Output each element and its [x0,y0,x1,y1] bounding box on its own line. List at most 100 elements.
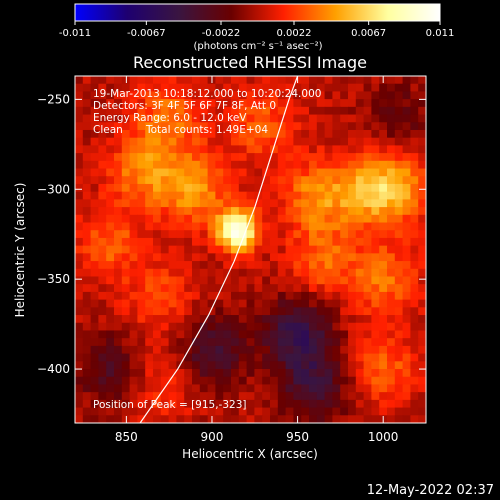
heatmap-cell [176,199,185,208]
heatmap-cell [238,253,248,262]
heatmap-cell [332,299,341,308]
heatmap-cell [363,245,372,254]
heatmap-cell [293,291,302,301]
heatmap-cell [215,338,224,347]
heatmap-cell [262,261,271,270]
heatmap-cell [387,322,396,332]
heatmap-cell [160,191,170,200]
heatmap-cell [129,384,138,393]
heatmap-cell [184,369,193,378]
heatmap-cell [231,261,240,270]
heatmap-cell [371,160,380,170]
heatmap-cell [418,245,426,254]
heatmap-cell [82,106,92,116]
heatmap-cell [184,245,193,254]
heatmap-cell [410,160,419,170]
heatmap-cell [137,361,146,370]
heatmap-cell [153,114,162,123]
heatmap-cell [121,83,131,93]
heatmap-cell [129,153,138,162]
heatmap-cell [137,261,146,270]
heatmap-cell [340,106,349,116]
heatmap-cell [379,176,388,185]
heatmap-cell [270,145,279,154]
heatmap-cell [277,91,287,100]
heatmap-cell [410,261,419,270]
heatmap-cell [301,114,310,123]
heatmap-cell [387,307,396,316]
heatmap-cell [316,222,326,231]
heatmap-cell [246,230,255,239]
heatmap-cell [340,153,349,162]
heatmap-cell [231,91,240,100]
heatmap-cell [82,199,92,208]
heatmap-cell [254,199,263,208]
heatmap-cell [192,199,201,208]
heatmap-cell [379,407,388,416]
heatmap-cell [394,137,404,146]
heatmap-cell [324,276,333,285]
heatmap-cell [355,114,365,123]
heatmap-cell [223,361,232,370]
heatmap-cell [231,176,240,185]
heatmap-cell [387,214,396,224]
heatmap-cell [98,99,107,108]
heatmap-cell [114,207,123,216]
heatmap-cell [160,261,170,270]
heatmap-cell [316,361,326,370]
heatmap-cell [340,399,349,409]
heatmap-cell [199,122,209,131]
heatmap-cell [262,253,271,262]
heatmap-cell [168,353,177,362]
heatmap-cell [348,76,357,85]
heatmap-cell [348,168,357,177]
heatmap-cell [285,168,294,177]
heatmap-cell [129,145,138,154]
heatmap-cell [207,191,216,200]
heatmap-cell [309,399,318,409]
heatmap-cell [192,129,201,139]
heatmap-cell [293,261,302,270]
heatmap-cell [348,392,357,401]
heatmap-cell [231,399,240,409]
heatmap-cell [98,207,107,216]
heatmap-cell [231,376,240,386]
heatmap-cell [98,384,107,393]
heatmap-cell [418,160,426,170]
heatmap-cell [129,330,138,339]
heatmap-cell [293,245,302,254]
heatmap-cell [387,168,396,177]
heatmap-cell [121,137,131,146]
heatmap-cell [129,76,138,85]
heatmap-cell [402,369,411,378]
heatmap-cell [199,322,209,332]
heatmap-cell [394,91,404,100]
heatmap-cell [231,76,240,85]
heatmap-cell [82,284,92,293]
heatmap-cell [238,153,248,162]
heatmap-cell [176,237,185,247]
heatmap-cell [402,284,411,293]
heatmap-cell [207,291,216,301]
heatmap-cell [348,83,357,93]
heatmap-cell [324,222,333,231]
heatmap-cell [121,199,131,208]
heatmap-cell [410,415,419,423]
heatmap-cell [98,276,107,285]
heatmap-cell [277,276,287,285]
heatmap-cell [285,261,294,270]
heatmap-cell [114,214,123,224]
heatmap-cell [137,315,146,324]
heatmap-cell [293,153,302,162]
heatmap-cell [371,322,380,332]
heatmap-cell [387,83,396,93]
heatmap-cell [301,237,310,247]
heatmap-cell [363,76,372,85]
y-tick-label: −300 [37,182,70,196]
heatmap-cell [277,407,287,416]
heatmap-cell [277,222,287,231]
heatmap-cell [363,137,372,146]
heatmap-cell [145,122,154,131]
heatmap-cell [254,122,263,131]
heatmap-cell [98,291,107,301]
